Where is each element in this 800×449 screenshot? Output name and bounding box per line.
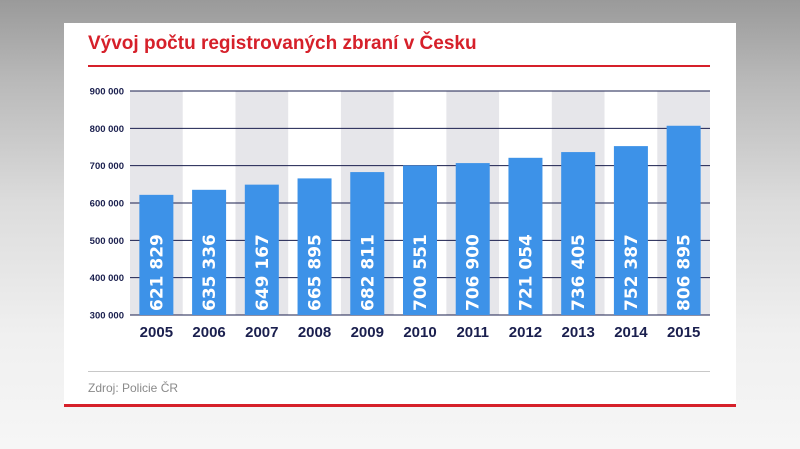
data-label: 752 387 (622, 234, 642, 311)
bar (508, 157, 543, 315)
data-label: 635 336 (200, 234, 220, 311)
x-tick-label: 2008 (298, 324, 331, 341)
x-axis-ticks: 2005 2006 2007 2008 2009 2010 2011 2012 2013 2014… (140, 324, 701, 341)
bar (297, 178, 332, 315)
data-label: 806 895 (675, 234, 695, 311)
chart-title: Vývoj počtu registrovaných zbraní v Česk… (88, 33, 477, 54)
bar (613, 146, 648, 315)
y-tick-label: 500 000 (90, 236, 124, 247)
source-note: Zdroj: Policie ČR (88, 381, 179, 395)
x-tick-label: 2009 (351, 324, 384, 341)
x-tick-label: 2014 (614, 324, 648, 341)
y-tick-label: 700 000 (90, 161, 124, 172)
bars (139, 125, 701, 315)
data-label: 665 895 (306, 234, 326, 311)
chart-card: Vývoj počtu registrovaných zbraní v Česk… (64, 23, 736, 407)
data-label: 736 405 (569, 234, 589, 311)
y-tick-label: 900 000 (90, 87, 124, 98)
data-label: 682 811 (358, 234, 378, 311)
bar (244, 184, 279, 315)
data-labels: 621 829 635 336 649 167 665 895 682 811 700 5… (147, 234, 694, 311)
data-label: 649 167 (253, 234, 273, 311)
x-tick-label: 2013 (561, 324, 594, 341)
data-label: 721 054 (516, 234, 536, 311)
y-tick-label: 300 000 (90, 311, 124, 322)
x-tick-label: 2007 (245, 324, 278, 341)
y-axis-ticks: 300 000 400 000 500 000 600 000 700 000 800 0… (90, 87, 124, 322)
x-tick-label: 2011 (456, 324, 489, 341)
title-divider (88, 65, 710, 67)
bar (455, 163, 490, 315)
bar (561, 152, 596, 315)
bar-chart: 300 000 400 000 500 000 600 000 700 000 800 0… (90, 87, 710, 341)
data-label: 621 829 (147, 234, 167, 311)
y-tick-label: 800 000 (90, 124, 124, 135)
bar (139, 194, 174, 315)
bar (350, 172, 385, 315)
y-tick-label: 400 000 (90, 273, 124, 284)
bar (192, 189, 227, 315)
x-tick-label: 2005 (140, 324, 173, 341)
x-tick-label: 2006 (192, 324, 225, 341)
data-label: 706 900 (464, 234, 484, 311)
bar (666, 125, 701, 315)
x-tick-label: 2010 (403, 324, 436, 341)
source-divider (88, 371, 710, 372)
bar (403, 165, 437, 315)
data-label: 700 551 (411, 234, 431, 311)
x-tick-label: 2015 (667, 324, 700, 341)
y-tick-label: 600 000 (90, 199, 124, 210)
x-tick-label: 2012 (509, 324, 542, 341)
